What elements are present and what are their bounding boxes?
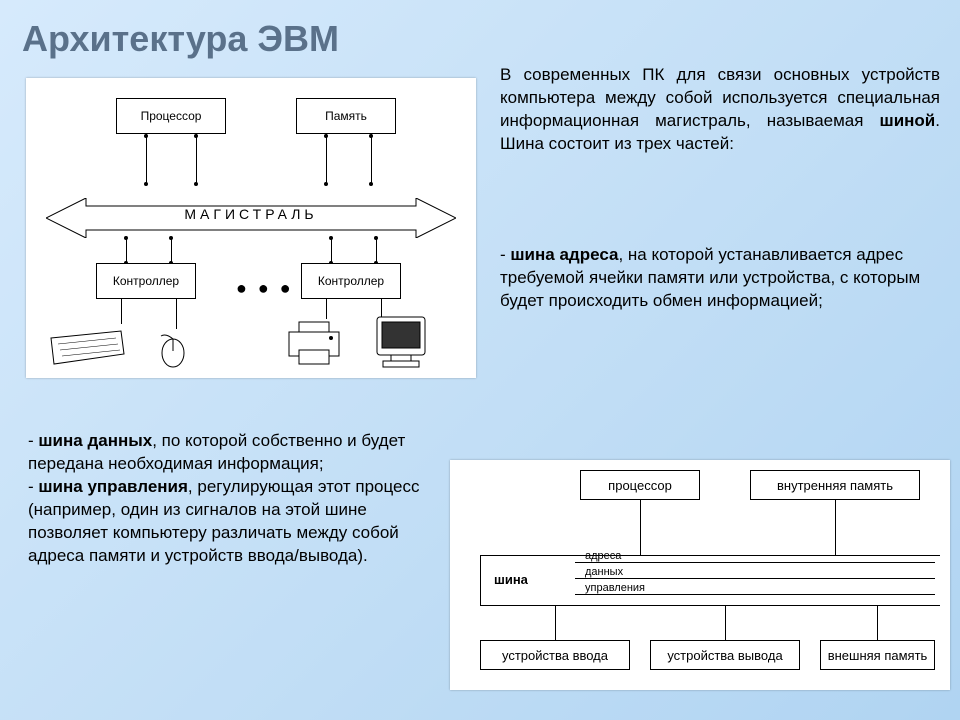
- box-output-devices: устройства вывода: [650, 640, 800, 670]
- diagram-bus-structure: процессор внутренняя память шина адреса …: [450, 460, 950, 690]
- text: -: [500, 245, 510, 264]
- paragraph-address-bus: - шина адреса, на которой устанавливаетс…: [500, 244, 940, 313]
- box-controller-1: Контроллер: [96, 263, 196, 299]
- box-external-memory: внешняя память: [820, 640, 935, 670]
- box-controller-2: Контроллер: [301, 263, 401, 299]
- paragraph-data-control-bus: - шина данных, по которой собственно и б…: [28, 430, 428, 568]
- bus-label: шина: [494, 572, 528, 587]
- monitor-icon: [371, 313, 431, 371]
- box-processor: процессор: [580, 470, 700, 500]
- text: -: [28, 431, 38, 450]
- bold-term: шина адреса: [510, 245, 618, 264]
- page-title: Архитектура ЭВМ: [22, 18, 339, 60]
- bus-line-address: адреса: [585, 550, 621, 562]
- box-internal-memory: внутренняя память: [750, 470, 920, 500]
- bold-term: шина управления: [38, 477, 188, 496]
- diagram-bus-architecture: Процессор Память МАГИСТРАЛЬ Контроллер К…: [26, 78, 476, 378]
- paragraph-intro: В современных ПК для связи основных устр…: [500, 64, 940, 156]
- printer-icon: [281, 318, 346, 368]
- text: -: [28, 477, 38, 496]
- box-cpu: Процессор: [116, 98, 226, 134]
- bus-line-control: управления: [585, 582, 645, 594]
- bold-term: шиной: [880, 111, 936, 130]
- mouse-icon: [156, 333, 191, 368]
- box-input-devices: устройства ввода: [480, 640, 630, 670]
- ellipsis-icon: ● ● ●: [236, 278, 294, 299]
- bus-label: МАГИСТРАЛЬ: [26, 206, 476, 222]
- bold-term: шина данных: [38, 431, 152, 450]
- bus-line-data: данных: [585, 566, 623, 578]
- box-memory: Память: [296, 98, 396, 134]
- text: В современных ПК для связи основных устр…: [500, 65, 940, 130]
- keyboard-icon: [46, 326, 126, 366]
